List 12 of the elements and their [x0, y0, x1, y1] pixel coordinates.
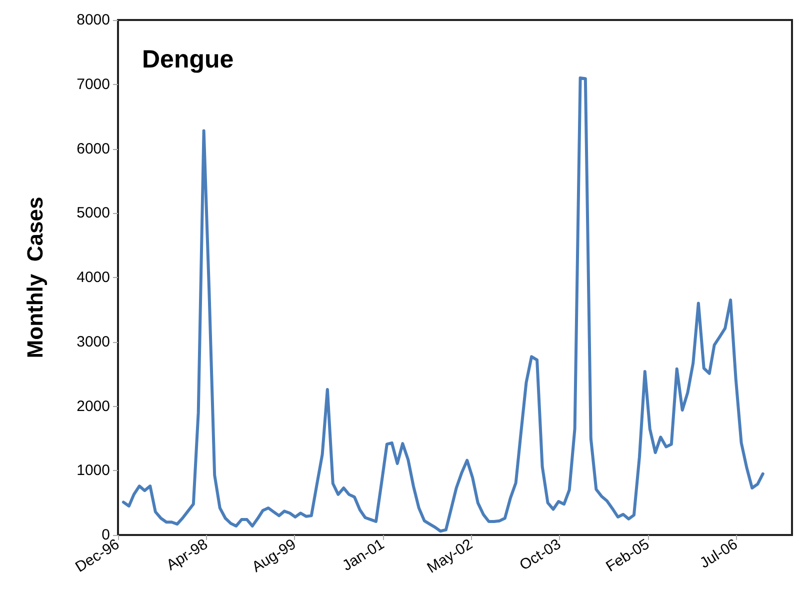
y-tick-label: 6000: [76, 140, 110, 158]
y-tick-label: 4000: [76, 269, 110, 286]
y-tick-label: 7000: [76, 76, 110, 93]
y-tick-label: 2000: [76, 398, 110, 415]
y-tick-label: 5000: [76, 204, 110, 222]
y-tick-label: 0: [102, 526, 110, 544]
y-tick-label: 3000: [76, 333, 110, 350]
line-series: [122, 76, 764, 533]
text: Dengue: [142, 46, 234, 74]
y-tick-label: 8000: [76, 12, 110, 28]
y-axis-title: Monthly Cases: [22, 196, 48, 358]
y-tick-label: 1000: [76, 462, 110, 480]
